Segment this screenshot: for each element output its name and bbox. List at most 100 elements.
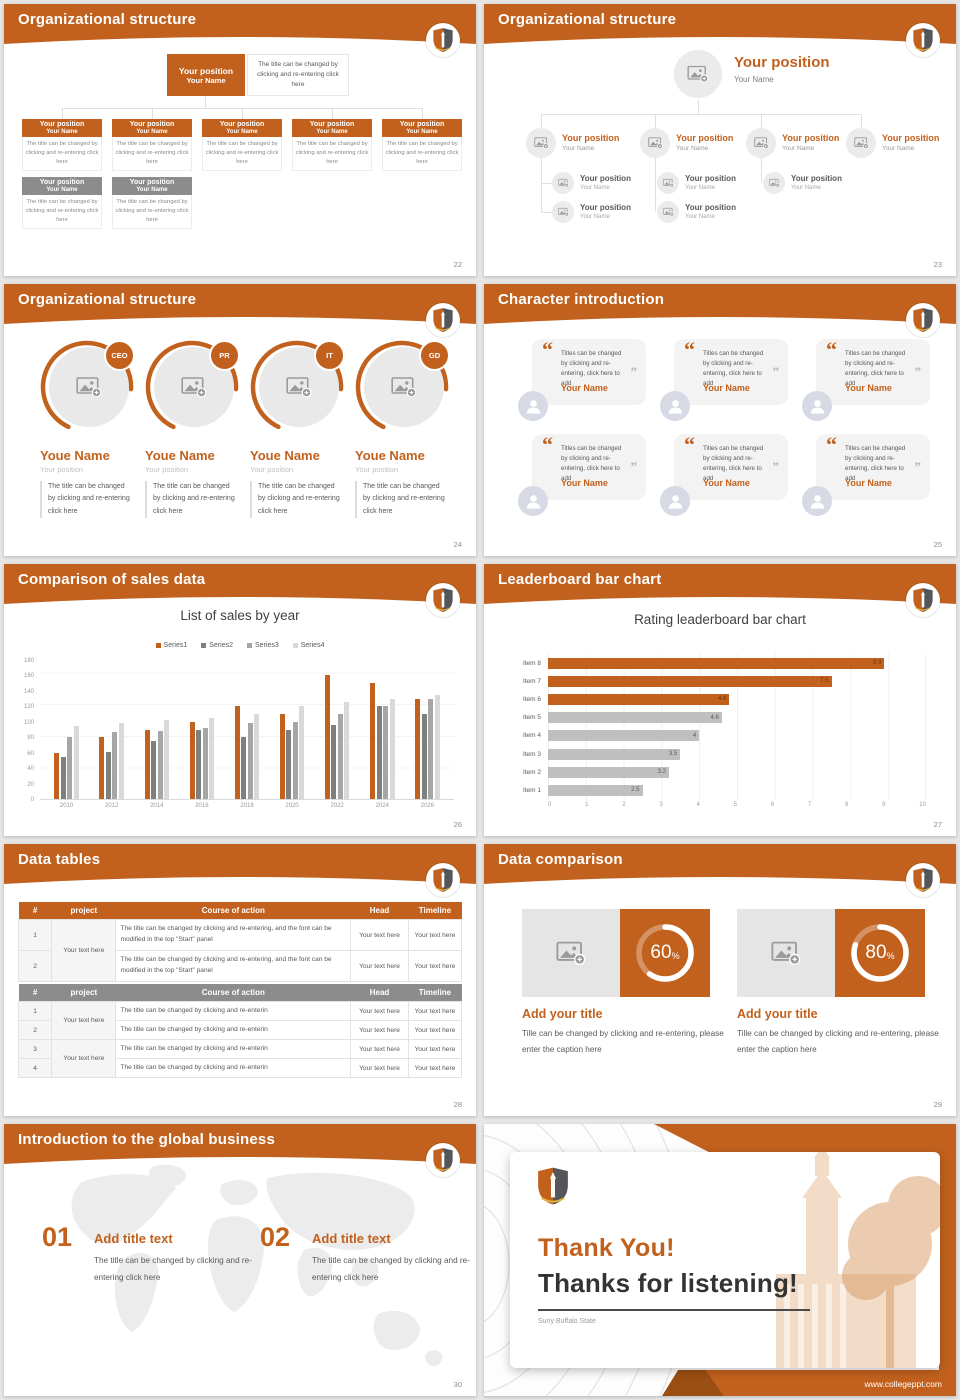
column-header: Head [350,902,409,920]
header-curve [4,874,476,884]
table-row: 1 Your text here The title can be change… [17,1001,463,1040]
org-root-name: Your Name [186,75,226,85]
cell-project: Your text here [51,919,117,982]
cell-head: Your text here [350,919,409,951]
y-tick-label: 0 [30,797,34,803]
x-tick-label: 1 [585,802,589,808]
connector-line [761,158,762,183]
table-gray-wrap: # project Course of action Head Timeline… [17,984,463,1078]
org-node-note: The title can be changed by clicking and… [202,137,282,171]
leader-row: Item 1 2.5 [506,781,926,800]
school-name: Suny Buffalo State [538,1318,596,1325]
bar [234,706,240,799]
org-node: Your position Your Name The title can be … [382,119,462,171]
college-crest-logo [536,1166,570,1206]
role-badge: GD [419,340,450,371]
legend-item: Series3 [247,642,279,649]
slide-title: Character introduction [498,291,665,308]
item-body: The title can be changed by clicking and… [312,1256,470,1283]
bar-group [224,706,269,799]
x-tick-label: 2024 [375,803,389,809]
bar [428,698,434,799]
sales-legend: Series1 Series2 Series3 Series4 [4,642,476,649]
photo-placeholder [657,201,679,223]
x-tick-label: 2010 [59,803,74,809]
bar-label: Item 3 [522,750,541,758]
connector-line [861,114,862,128]
connector-line [541,212,552,213]
data-table-gray: # project Course of action Head Timeline… [17,984,463,1078]
person-icon [808,492,827,511]
image-placeholder-icon [648,136,663,150]
bar [324,675,330,799]
photo-placeholder [746,128,776,158]
leader-row: Item 2 3.2 [506,763,926,782]
org-node-note: The title can be changed by clicking and… [382,137,462,171]
page-number: 25 [933,540,942,549]
y-tick-label: 60 [27,750,34,757]
slide-header: Organizational structure [4,284,476,337]
donut-label: 60 % [632,920,698,986]
org-root-name: Your Name [734,75,774,84]
bar [164,720,170,799]
slide-data-comparison: Data comparison 60 % Add your title Till… [484,844,956,1116]
panel-caption: Tille can be changed by clicking and re-… [737,1029,939,1054]
close-quote-icon [631,365,638,378]
bar [344,701,350,799]
leader-row: Item 7 7.5 [506,672,926,691]
bar-track: 3.5 [548,744,926,764]
slide-title: Data comparison [498,851,623,868]
donut-chart: 60 % [632,920,698,986]
cell-num: 4 [17,1058,53,1078]
connector-line [242,108,243,119]
bar-value: 3.2 [657,769,666,776]
cell-course: The title can be changed by clicking and… [115,1039,352,1059]
profile-card: PR Youe Name Your position The title can… [145,340,241,518]
header-band [4,4,476,34]
page-number: 24 [453,540,462,549]
image-placeholder-icon [181,375,207,399]
close-quote-icon [773,365,780,378]
org-subnode-position: Your position [580,174,631,183]
cell-course: The title can be changed by clicking and… [115,1020,352,1040]
college-logo [906,303,940,337]
bar-track: 3.2 [548,763,926,782]
image-placeholder-icon [286,375,312,399]
bar [286,729,292,799]
org-node: Your position Your Name The title can be … [112,177,192,229]
bar [279,714,285,799]
org-node-name: Your Name [226,128,258,135]
org-subnode-position: Your position [791,174,842,183]
org-node: Your position Your Name The title can be … [112,119,192,171]
table-header-row: # project Course of action Head Timeline [18,902,462,920]
quote-text: Titles can be changed by clicking and re… [703,350,764,387]
quote-card: Titles can be changed by clicking and re… [816,339,930,405]
page-number: 27 [933,820,942,829]
column-header: Timeline [408,902,462,920]
bar-group [315,675,360,799]
org-node-position: Your position [309,120,355,128]
org-node-position: Your position [219,120,265,128]
slide-data-tables: Data tables # project Course of action H… [4,844,476,1116]
open-quote-icon [826,339,837,361]
org-node-note: The title can be changed by clicking and… [22,137,102,171]
slide-thank-you: www.collegeppt.com [484,1124,956,1396]
org-node: Your position Your Name The title can be … [202,119,282,171]
bar: 4 [548,730,700,742]
y-tick-label: 180 [23,658,34,664]
slide-global-business: Introduction to the global business 01 A… [4,1124,476,1396]
org-node-name: Your Name [406,128,438,135]
cell-timeline: Your text here [407,1020,463,1040]
org-node-note: The title can be changed by clicking and… [112,195,192,229]
photo-placeholder [526,128,556,158]
image-placeholder-icon [558,207,569,217]
org-subnode-name: Your Name [580,214,610,220]
college-logo [906,23,940,57]
person-icon [524,397,543,416]
page-number: 26 [453,820,462,829]
org-node-name: Your Name [46,186,78,193]
slide-header: Organizational structure [484,4,956,57]
cell-head: Your text here [350,1001,409,1021]
bar [383,706,389,799]
bar-value: 7.5 [820,678,829,685]
